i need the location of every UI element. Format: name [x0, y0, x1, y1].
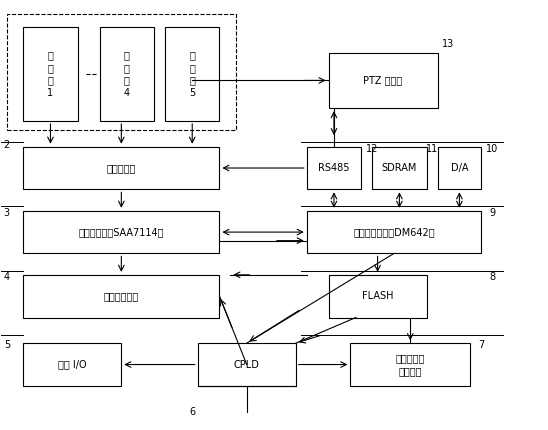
Text: 视频编码器（SAA7114）: 视频编码器（SAA7114） [78, 227, 164, 237]
Text: 4: 4 [4, 272, 10, 282]
Text: D/A: D/A [450, 163, 468, 173]
FancyBboxPatch shape [23, 211, 220, 253]
FancyBboxPatch shape [437, 147, 481, 189]
Text: PTZ 控制器: PTZ 控制器 [363, 75, 403, 86]
FancyBboxPatch shape [23, 147, 220, 189]
FancyBboxPatch shape [372, 147, 427, 189]
Text: 5: 5 [4, 340, 10, 350]
Text: 图像帧存储器: 图像帧存储器 [104, 291, 139, 301]
Text: FLASH: FLASH [362, 291, 393, 301]
Text: 视频同步器: 视频同步器 [107, 163, 136, 173]
Text: 2: 2 [4, 139, 10, 150]
Text: 13: 13 [442, 39, 455, 49]
FancyBboxPatch shape [307, 211, 481, 253]
Text: 摄
像
头
1: 摄 像 头 1 [47, 50, 54, 98]
Text: 10: 10 [486, 144, 498, 154]
FancyBboxPatch shape [328, 52, 437, 108]
FancyBboxPatch shape [165, 27, 220, 121]
FancyBboxPatch shape [23, 275, 220, 317]
Text: 8: 8 [489, 272, 495, 282]
Text: 12: 12 [366, 144, 378, 154]
Text: 中央处理单元（DM642）: 中央处理单元（DM642） [353, 227, 435, 237]
Text: 3: 3 [4, 208, 10, 218]
FancyBboxPatch shape [23, 27, 78, 121]
Text: 通用 I/O: 通用 I/O [58, 359, 87, 369]
FancyBboxPatch shape [328, 275, 427, 317]
Text: CPLD: CPLD [234, 359, 260, 369]
Text: 9: 9 [489, 208, 495, 218]
Text: 摄
像
头
4: 摄 像 头 4 [124, 50, 130, 98]
Text: 11: 11 [426, 144, 438, 154]
FancyBboxPatch shape [100, 27, 154, 121]
Text: 7: 7 [478, 340, 484, 350]
Text: 摄
像
头
5: 摄 像 头 5 [189, 50, 195, 98]
FancyBboxPatch shape [23, 343, 121, 386]
FancyBboxPatch shape [350, 343, 470, 386]
Text: 6: 6 [189, 406, 195, 417]
FancyBboxPatch shape [307, 147, 361, 189]
Text: 无线局域网
通信接口: 无线局域网 通信接口 [396, 353, 425, 376]
FancyBboxPatch shape [7, 14, 236, 129]
Text: SDRAM: SDRAM [382, 163, 417, 173]
FancyBboxPatch shape [198, 343, 296, 386]
Text: RS485: RS485 [318, 163, 350, 173]
